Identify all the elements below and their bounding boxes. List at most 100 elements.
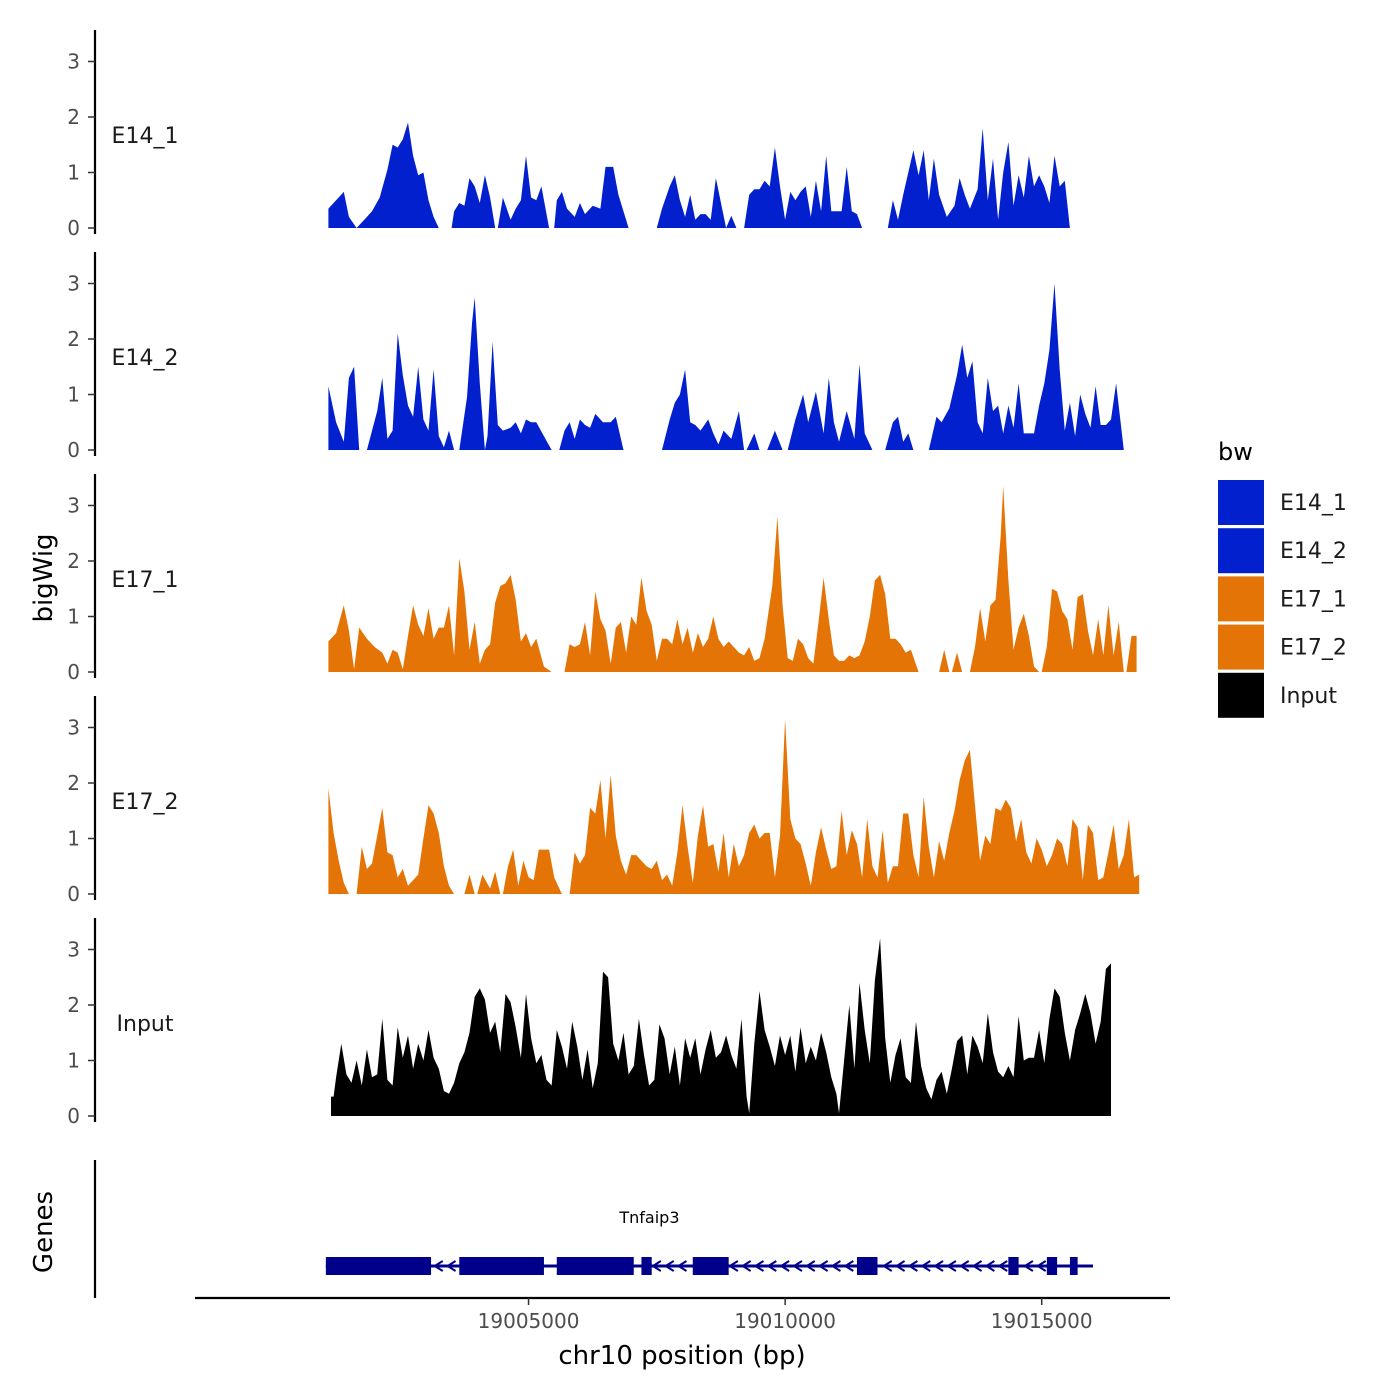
coverage-area-e14-1 bbox=[744, 147, 863, 228]
coverage-area-e14-1 bbox=[887, 128, 1070, 228]
strand-chevron bbox=[727, 1260, 739, 1272]
y-tick-label: 0 bbox=[67, 1104, 80, 1128]
coverage-area-e17-2 bbox=[569, 719, 1140, 894]
gene-exon bbox=[556, 1257, 634, 1275]
gene-exon bbox=[1008, 1257, 1019, 1275]
strand-chevron bbox=[843, 1260, 854, 1272]
coverage-area-e17-1 bbox=[951, 652, 963, 672]
strand-chevron bbox=[753, 1260, 765, 1272]
x-tick-label: 19005000 bbox=[478, 1309, 580, 1333]
strand-chevron bbox=[907, 1260, 918, 1272]
y-tick-label: 3 bbox=[67, 494, 80, 518]
strand-chevron bbox=[1035, 1260, 1047, 1272]
coverage-area-input bbox=[331, 938, 1111, 1116]
x-tick-label: 19010000 bbox=[734, 1309, 836, 1333]
coverage-area-e14-2 bbox=[662, 369, 745, 450]
coverage-area-e17-2 bbox=[477, 871, 501, 894]
x-axis-title: chr10 position (bp) bbox=[558, 1341, 805, 1371]
legend-label: E14_1 bbox=[1280, 491, 1347, 516]
track-e17-1: 0 1 2 3 E17_1 bbox=[67, 474, 1137, 684]
track-e17-2: 0 1 2 3 E17_2 bbox=[67, 696, 1140, 906]
coverage-area-e17-1 bbox=[969, 486, 1040, 672]
y-tick-label: 3 bbox=[67, 938, 80, 962]
legend-label: Input bbox=[1280, 684, 1337, 709]
y-tick-label: 1 bbox=[67, 1049, 80, 1073]
legend-swatch bbox=[1218, 528, 1264, 574]
coverage-area-e17-2 bbox=[502, 849, 562, 894]
legend-swatch bbox=[1218, 480, 1264, 525]
legend-label: E17_1 bbox=[1280, 587, 1347, 612]
y-tick-label: 2 bbox=[67, 771, 80, 795]
track-e14-1: 0 1 2 3 E14_1 bbox=[67, 30, 1070, 240]
track-label: E17_1 bbox=[112, 568, 179, 593]
track-input: 0 1 2 3 Input bbox=[67, 918, 1111, 1128]
strand-chevron bbox=[740, 1260, 752, 1272]
legend-swatch bbox=[1218, 624, 1264, 670]
legend-swatch bbox=[1218, 672, 1264, 718]
coverage-area-e14-2 bbox=[928, 283, 1124, 450]
coverage-area-e17-1 bbox=[1126, 635, 1137, 672]
y-tick-label: 1 bbox=[67, 827, 80, 851]
strand-chevron bbox=[881, 1260, 893, 1272]
y-axis-title: bigWig bbox=[29, 533, 59, 622]
coverage-area-e14-1 bbox=[726, 215, 737, 228]
track-e14-2: 0 1 2 3 E14_2 bbox=[67, 252, 1124, 462]
strand-chevron bbox=[997, 1260, 1008, 1272]
track-label: Input bbox=[117, 1012, 174, 1037]
y-tick-label: 2 bbox=[67, 993, 80, 1017]
strand-chevron bbox=[933, 1260, 944, 1272]
strand-chevron bbox=[432, 1260, 444, 1272]
y-tick-label: 2 bbox=[67, 327, 80, 351]
y-tick-label: 2 bbox=[67, 549, 80, 573]
y-tick-label: 0 bbox=[67, 438, 80, 462]
gene-track: Tnfaip3 bbox=[93, 1160, 1094, 1298]
strand-chevron bbox=[804, 1260, 816, 1272]
strand-chevron bbox=[766, 1260, 777, 1272]
y-tick-label: 3 bbox=[67, 716, 80, 740]
coverage-area-e14-1 bbox=[451, 175, 496, 228]
gene-exon bbox=[641, 1257, 652, 1275]
coverage-area-e17-2 bbox=[464, 874, 475, 894]
coverage-area-e14-2 bbox=[459, 297, 552, 450]
legend-swatch bbox=[1218, 576, 1264, 622]
coverage-area-e14-2 bbox=[746, 433, 760, 450]
strand-chevron bbox=[779, 1260, 790, 1272]
strand-chevron bbox=[817, 1260, 829, 1272]
y-tick-label: 2 bbox=[67, 105, 80, 129]
track-label: E14_2 bbox=[112, 346, 179, 371]
strand-chevron bbox=[920, 1260, 931, 1272]
legend: bw E14_1 E14_2 E17_1 E17_2 Input bbox=[1218, 438, 1347, 718]
track-label: E17_2 bbox=[112, 790, 179, 815]
coverage-area-e14-2 bbox=[559, 413, 624, 450]
coverage-area-e14-1 bbox=[656, 175, 727, 228]
gene-exon bbox=[1046, 1257, 1058, 1275]
y-tick-label: 3 bbox=[67, 50, 80, 74]
strand-chevron bbox=[650, 1260, 662, 1272]
strand-chevron bbox=[984, 1260, 995, 1272]
strand-chevron bbox=[1022, 1260, 1034, 1272]
gene-label: Tnfaip3 bbox=[618, 1208, 679, 1227]
strand-chevron bbox=[958, 1260, 970, 1272]
strand-chevron bbox=[894, 1260, 906, 1272]
y-tick-label: 1 bbox=[67, 161, 80, 185]
coverage-area-e14-2 bbox=[787, 364, 873, 450]
coverage-area-e17-1 bbox=[564, 516, 919, 672]
x-axis: 19005000 19010000 19015000 bbox=[195, 1296, 1170, 1333]
legend-title: bw bbox=[1218, 438, 1253, 466]
gene-exon bbox=[692, 1257, 729, 1275]
coverage-area-e17-2 bbox=[356, 805, 455, 894]
coverage-area-e14-1 bbox=[554, 166, 629, 228]
strand-chevron bbox=[971, 1260, 983, 1272]
y-tick-label: 1 bbox=[67, 383, 80, 407]
strand-chevron bbox=[676, 1260, 688, 1272]
gene-exon bbox=[325, 1257, 432, 1275]
genes-axis-title: Genes bbox=[29, 1191, 59, 1273]
gene-exon bbox=[856, 1257, 878, 1275]
bigwig-tracks: 0 1 2 3 E14_1 0 1 2 3 E14_2 0 1 2 3 E17_1 0 1 2 3 E17_2 0 1 2 3… bbox=[67, 30, 1140, 1128]
strand-chevron bbox=[445, 1260, 457, 1272]
y-tick-label: 0 bbox=[67, 882, 80, 906]
y-tick-label: 3 bbox=[67, 272, 80, 296]
coverage-area-e14-1 bbox=[497, 155, 550, 228]
strand-chevron bbox=[830, 1260, 841, 1272]
